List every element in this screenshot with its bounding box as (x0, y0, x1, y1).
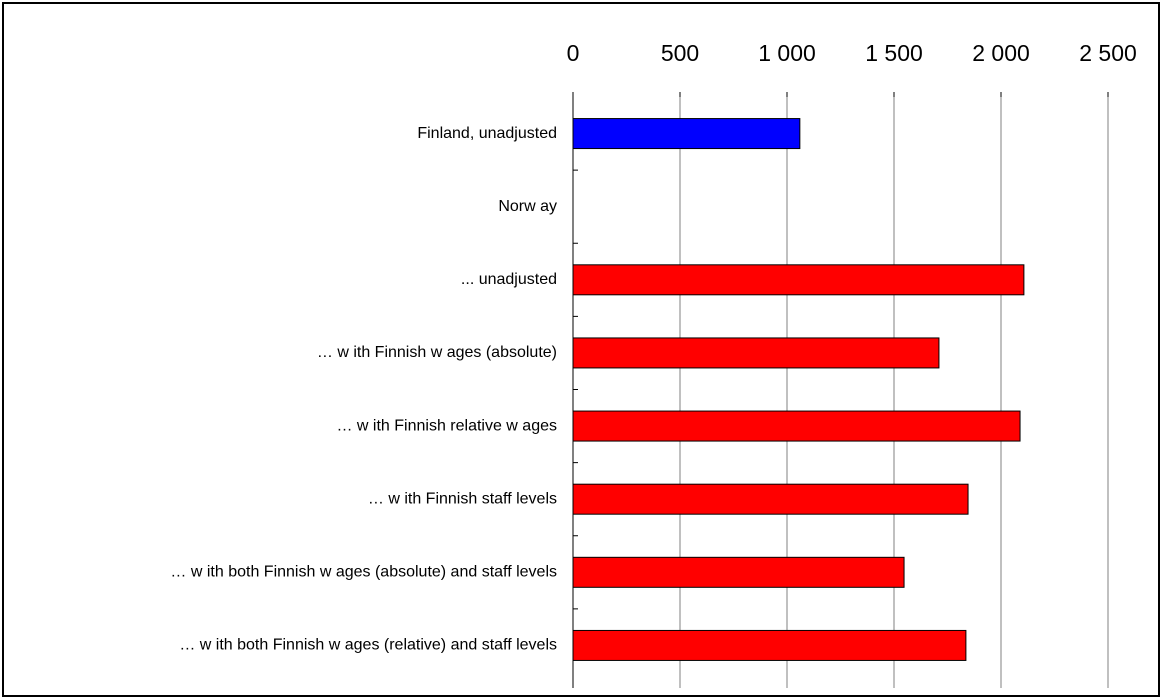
x-tick-label: 500 (661, 40, 699, 66)
category-label: ... unadjusted (461, 271, 557, 288)
bar (572, 410, 1021, 442)
category-label: Norw ay (498, 198, 557, 215)
x-tick-label: 1 500 (865, 40, 923, 66)
x-tick-label: 0 (567, 40, 580, 66)
category-label: … w ith Finnish relative w ages (336, 417, 557, 434)
bar (572, 118, 801, 150)
x-tick-label: 1 000 (758, 40, 816, 66)
bar (572, 629, 967, 661)
bar (572, 264, 1025, 296)
bar (572, 337, 940, 369)
x-tick-label: 2 500 (1079, 40, 1137, 66)
bar (572, 556, 905, 588)
category-label: Finland, unadjusted (417, 125, 557, 142)
category-label: … w ith Finnish staff levels (368, 490, 557, 507)
category-label: … w ith Finnish w ages (absolute) (317, 344, 557, 361)
bar (572, 483, 969, 515)
category-label: … w ith both Finnish w ages (absolute) a… (170, 564, 557, 581)
x-tick-label: 2 000 (972, 40, 1030, 66)
category-label: … w ith both Finnish w ages (relative) a… (179, 637, 557, 654)
